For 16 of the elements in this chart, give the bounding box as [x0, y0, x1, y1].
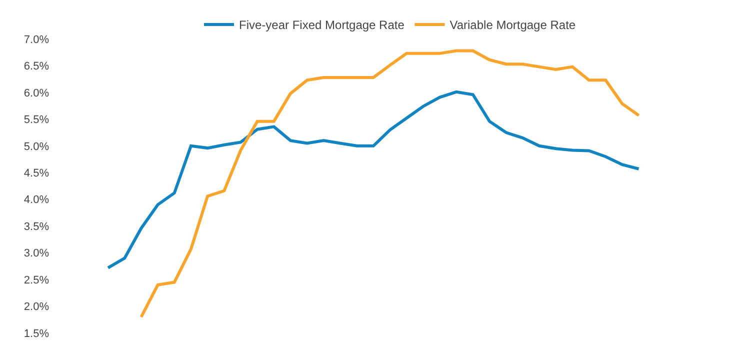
y-tick-label: 4.5%: [24, 167, 50, 180]
y-tick-label: 2.5%: [24, 274, 50, 286]
legend-label: Variable Mortgage Rate: [450, 18, 576, 32]
y-tick-label: 6.0%: [24, 87, 50, 100]
legend-label: Five-year Fixed Mortgage Rate: [239, 18, 405, 32]
y-tick-label: 7.0%: [24, 34, 50, 46]
y-tick-label: 1.5%: [24, 328, 50, 340]
y-tick-label: 4.0%: [24, 194, 50, 206]
y-tick-label: 5.5%: [24, 114, 50, 126]
y-tick-label: 6.5%: [24, 60, 50, 73]
y-tick-label: 3.0%: [24, 248, 50, 260]
y-tick-label: 5.0%: [24, 140, 50, 153]
y-tick-label: 3.5%: [24, 220, 50, 233]
line-series: [106, 90, 640, 270]
line-series: [140, 49, 640, 318]
y-tick-label: 2.0%: [24, 301, 50, 314]
